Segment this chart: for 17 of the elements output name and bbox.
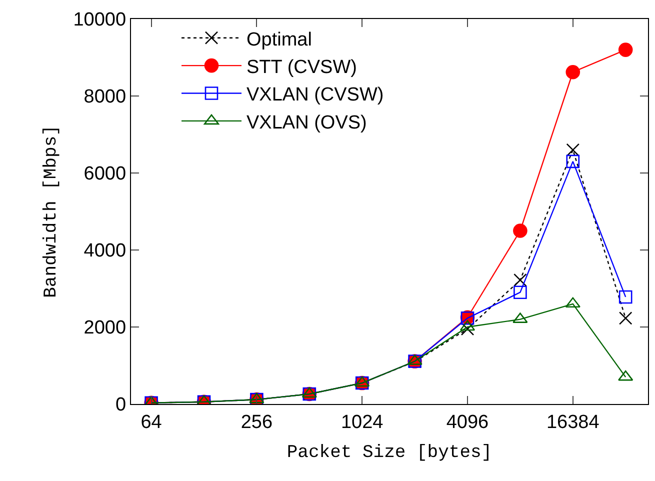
x-tick-label: 64 <box>140 412 162 433</box>
x-tick-label: 1024 <box>340 412 384 433</box>
y-tick-label: 10000 <box>73 10 126 31</box>
x-axis-title: Packet Size [bytes] <box>286 443 492 464</box>
y-axis-title: Bandwidth [Mbps] <box>41 125 62 298</box>
legend-label: VXLAN (OVS) <box>246 112 367 134</box>
legend-label: Optimal <box>246 29 312 50</box>
x-tick-label: 16384 <box>546 412 600 433</box>
y-tick-label: 0 <box>115 394 126 416</box>
legend-label: VXLAN (CVSW) <box>246 84 384 106</box>
y-tick-label: 2000 <box>84 318 126 339</box>
y-tick-label: 8000 <box>84 86 126 108</box>
x-tick-label: 4096 <box>446 412 489 433</box>
x-tick-label: 256 <box>240 412 273 433</box>
y-tick-label: 4000 <box>84 240 126 262</box>
y-tick-label: 6000 <box>84 164 126 185</box>
legend-label: STT (CVSW) <box>246 56 357 78</box>
